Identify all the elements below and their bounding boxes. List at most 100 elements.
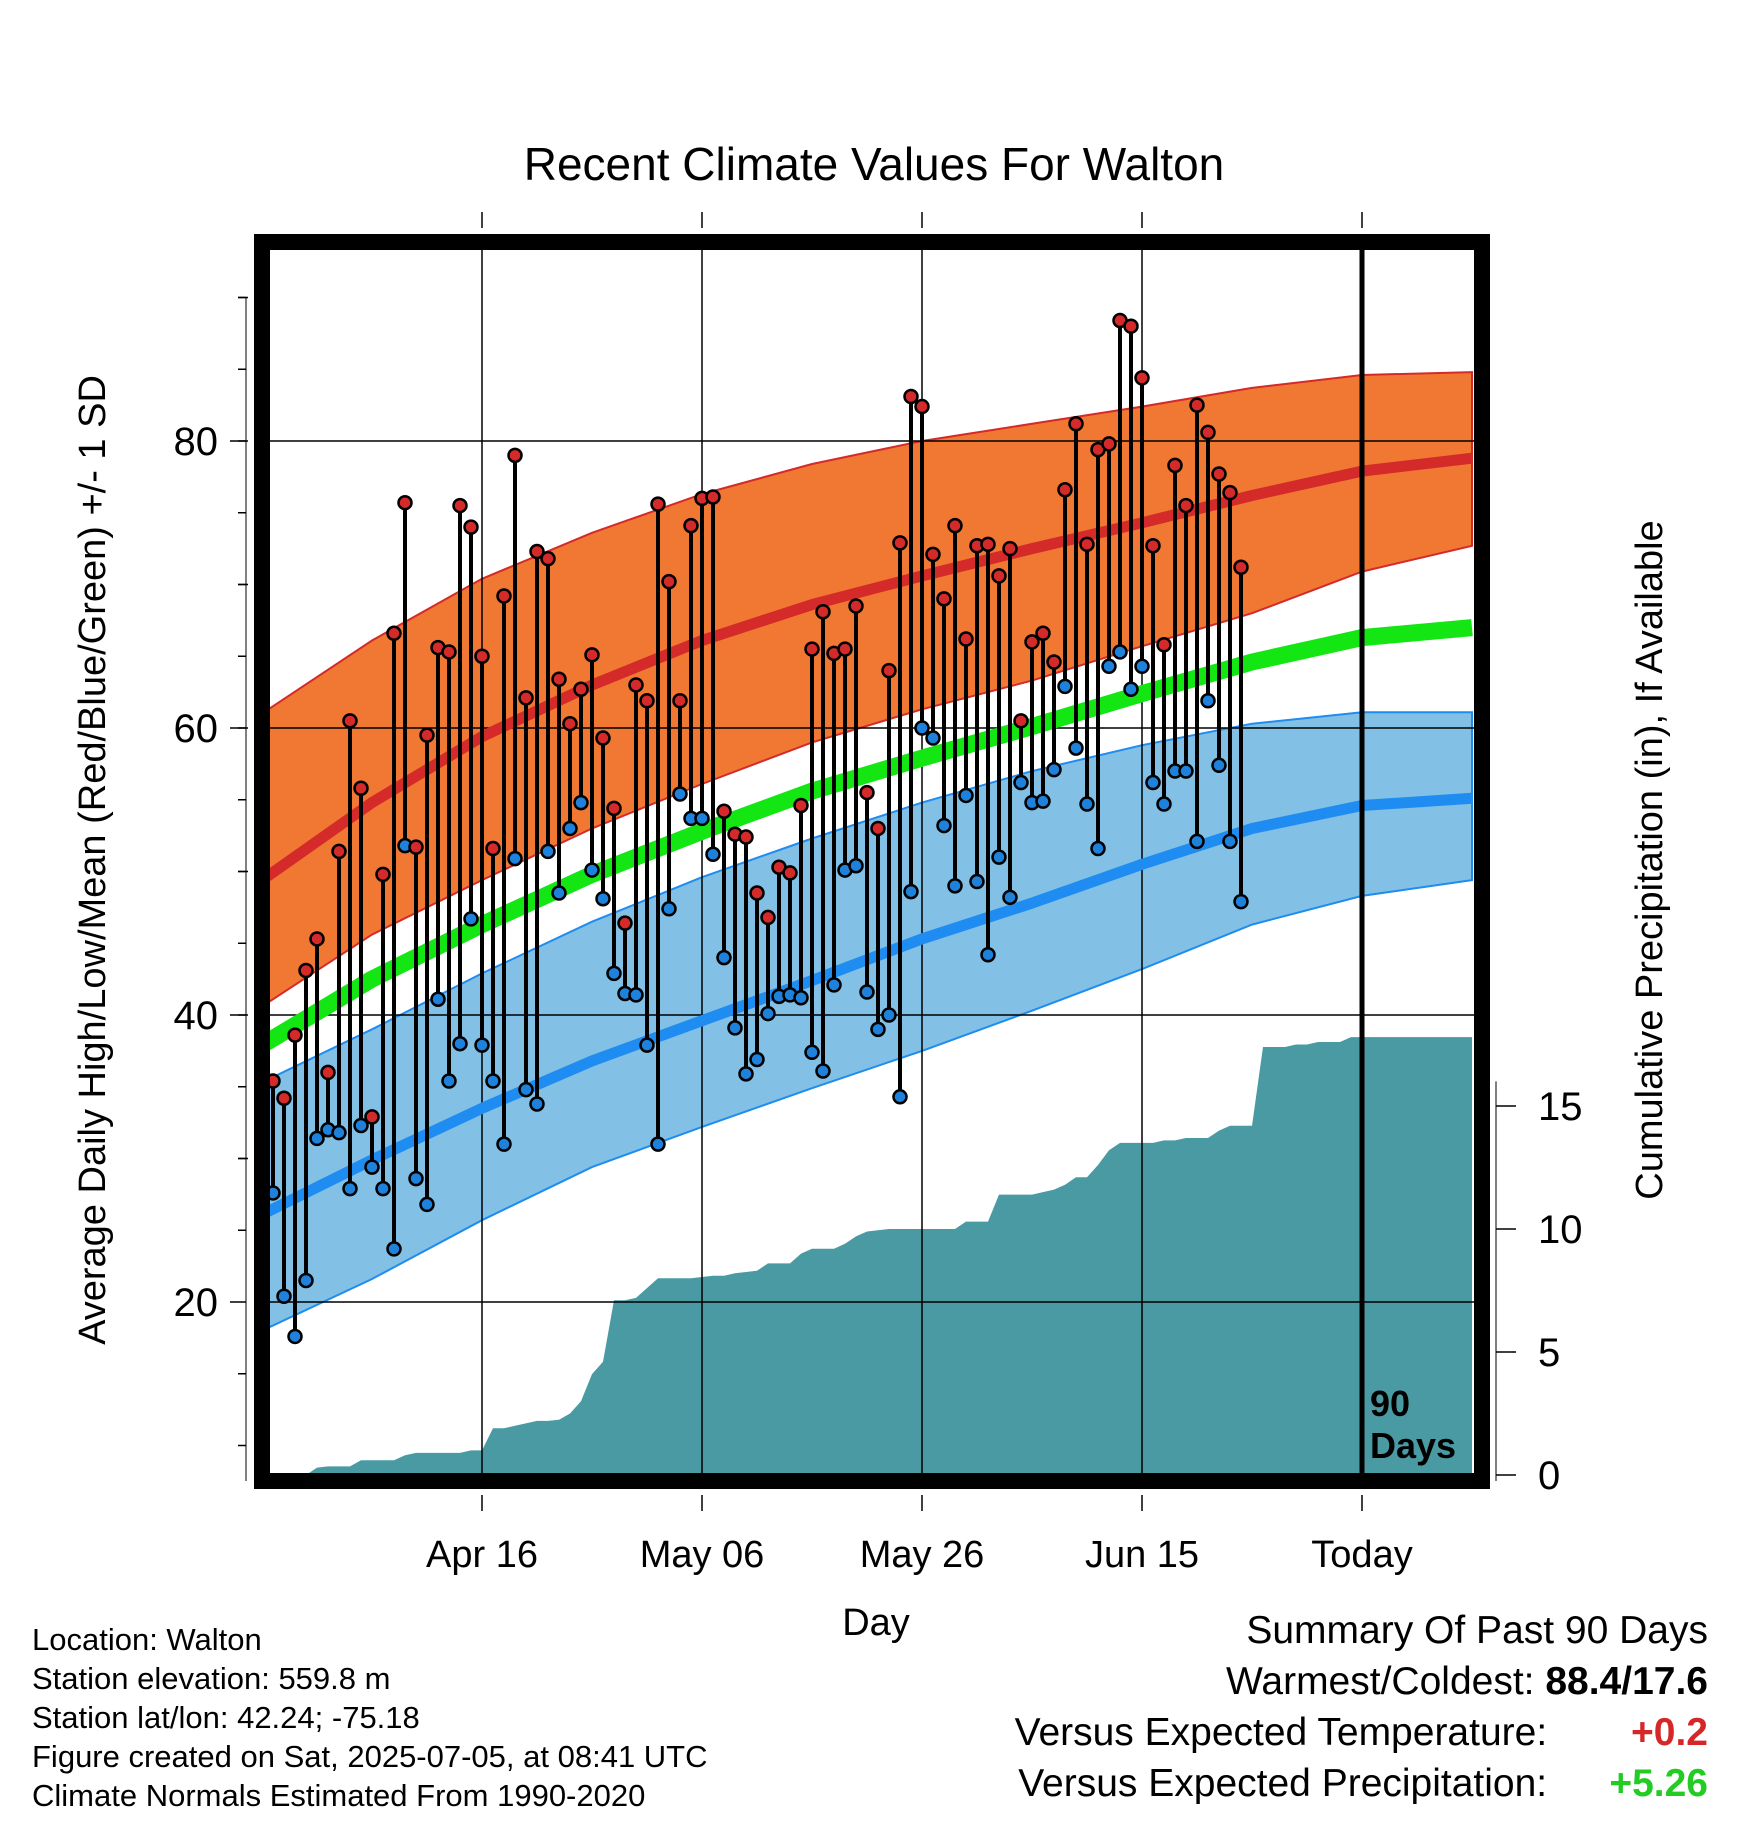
daily-high-point <box>628 677 644 693</box>
daily-high-point <box>683 517 699 534</box>
daily-low-point <box>1013 774 1029 791</box>
daily-high-point <box>650 496 666 512</box>
x-tick-label: May 26 <box>860 1534 985 1576</box>
daily-low-point <box>1002 889 1018 906</box>
daily-high-point <box>485 840 501 857</box>
x-tick-label: Apr 16 <box>426 1534 538 1576</box>
daily-high-point <box>507 447 523 464</box>
y-tick-label: 80 <box>174 420 219 464</box>
daily-low-point <box>1200 692 1216 709</box>
daily-low-point <box>1233 893 1249 910</box>
y2-tick-label: 10 <box>1538 1208 1583 1252</box>
daily-low-point <box>870 1021 886 1038</box>
daily-high-point <box>1178 497 1194 514</box>
summary-temp-row: Versus Expected Temperature: +0.2 <box>1015 1707 1708 1758</box>
daily-high-point <box>1046 654 1062 670</box>
daily-low-point <box>826 977 842 993</box>
daily-low-point <box>342 1180 358 1197</box>
daily-high-point <box>947 517 963 534</box>
daily-low-point <box>672 786 688 802</box>
daily-low-point <box>408 1170 424 1187</box>
daily-low-point <box>727 1020 743 1036</box>
daily-low-point <box>980 946 996 963</box>
daily-high-point <box>595 730 611 746</box>
daily-low-point <box>925 730 941 746</box>
daily-low-point <box>419 1196 435 1213</box>
daily-low-point <box>958 787 974 804</box>
daily-low-point <box>1079 796 1095 812</box>
daily-high-point <box>397 494 413 511</box>
daily-low-point <box>430 991 446 1007</box>
daily-low-point <box>936 817 952 834</box>
location-text: Location: Walton <box>32 1622 262 1657</box>
today-days-label: 90 <box>1370 1383 1410 1424</box>
created-text: Figure created on Sat, 2025-07-05, at 08… <box>32 1739 708 1774</box>
daily-low-point <box>947 878 963 894</box>
daily-high-point <box>661 573 677 590</box>
daily-low-point <box>859 984 875 1000</box>
daily-high-point <box>342 713 358 729</box>
daily-high-point <box>815 604 831 620</box>
normal-high-line <box>258 452 1473 885</box>
daily-high-point <box>364 1109 380 1125</box>
daily-low-point <box>287 1328 303 1345</box>
precip-label: Versus Expected Precipitation: <box>1018 1762 1548 1805</box>
daily-high-point <box>452 497 468 514</box>
daily-high-point <box>716 803 732 819</box>
daily-low-point <box>969 873 985 890</box>
summary-panel: Summary Of Past 90 Days Warmest/Coldest:… <box>1015 1605 1708 1809</box>
daily-high-point <box>1189 397 1205 413</box>
normal-mean-line <box>257 619 1473 1053</box>
daily-low-point <box>694 810 710 827</box>
daily-low-point <box>441 1073 457 1089</box>
daily-low-point <box>1035 793 1051 809</box>
x-axis-label: Day <box>842 1602 910 1644</box>
daily-high-point <box>309 931 325 947</box>
chart-title: Recent Climate Values For Walton <box>524 138 1225 190</box>
daily-high-point <box>749 885 765 901</box>
daily-low-point <box>1178 763 1194 779</box>
warm-value: 88.4/17.6 <box>1545 1660 1708 1703</box>
daily-high-point <box>639 692 655 709</box>
daily-high-point <box>1068 416 1084 432</box>
daily-high-point <box>672 692 688 709</box>
daily-low-point <box>364 1159 380 1175</box>
daily-high-point <box>1123 318 1139 334</box>
daily-high-point <box>991 568 1007 584</box>
daily-low-point <box>331 1124 347 1141</box>
daily-low-point <box>705 846 721 863</box>
daily-low-point <box>353 1117 369 1134</box>
daily-low-point <box>639 1037 655 1053</box>
normals-text: Climate Normals Estimated From 1990-2020 <box>32 1778 646 1813</box>
station-info: Location: Walton Station elevation: 559.… <box>32 1620 708 1815</box>
daily-low-point <box>650 1136 666 1152</box>
daily-high-point <box>463 519 479 535</box>
daily-high-point <box>958 631 974 647</box>
temp-value: +0.2 <box>1631 1711 1708 1754</box>
daily-low-point <box>562 820 578 837</box>
daily-low-point <box>1211 757 1227 774</box>
daily-high-point <box>1233 559 1249 576</box>
y2-tick-label: 0 <box>1538 1454 1560 1498</box>
daily-low-point <box>584 862 600 878</box>
daily-high-point <box>892 535 908 551</box>
daily-high-point <box>859 784 875 801</box>
y-tick-label: 40 <box>174 994 219 1038</box>
y2-tick-label: 15 <box>1538 1085 1583 1129</box>
precip-area <box>262 1037 1472 1475</box>
daily-low-point <box>1189 833 1205 850</box>
daily-high-point <box>804 641 820 657</box>
daily-low-point <box>518 1081 534 1098</box>
daily-low-point <box>551 885 567 901</box>
daily-low-point <box>606 965 622 982</box>
x-tick-label: Today <box>1311 1534 1412 1576</box>
summary-title: Summary Of Past 90 Days <box>1246 1609 1708 1652</box>
daily-high-point <box>837 641 853 657</box>
precip-value: +5.26 <box>1609 1762 1708 1805</box>
daily-high-point <box>1013 713 1029 729</box>
daily-high-point <box>540 550 556 567</box>
daily-low-point <box>573 794 589 811</box>
daily-high-point <box>441 644 457 660</box>
daily-low-point <box>1068 740 1084 756</box>
